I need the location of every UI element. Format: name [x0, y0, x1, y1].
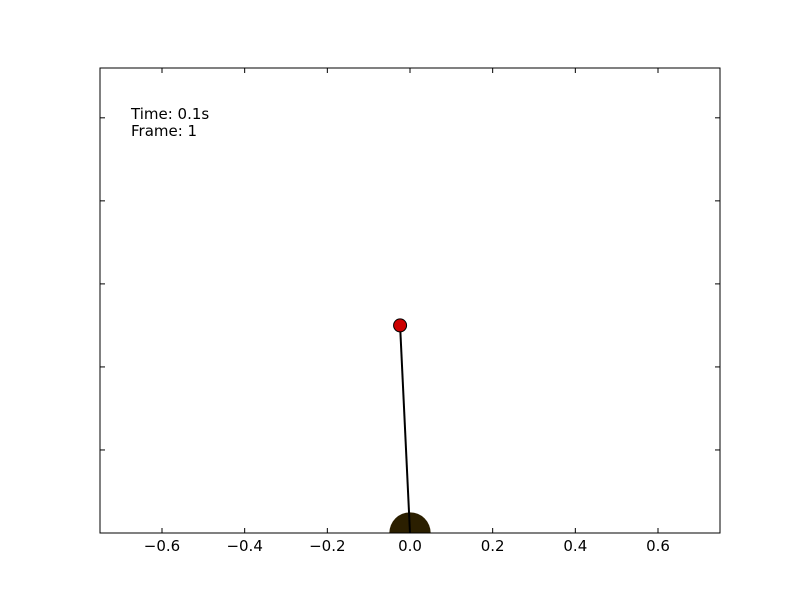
- x-tick-label: 0.4: [563, 537, 587, 555]
- time-readout: Time: 0.1s: [131, 105, 210, 123]
- axes-frame: [99, 67, 721, 534]
- x-tick-label: −0.6: [144, 537, 180, 555]
- pendulum-rod: [399, 325, 411, 533]
- frame-readout: Frame: 1: [131, 122, 198, 140]
- x-tick-label: −0.2: [309, 537, 345, 555]
- x-tick-label: −0.4: [226, 537, 262, 555]
- x-tick-label: 0.0: [398, 537, 422, 555]
- pendulum-bob: [393, 318, 408, 333]
- x-tick-label: 0.6: [646, 537, 670, 555]
- x-tick-label: 0.2: [481, 537, 505, 555]
